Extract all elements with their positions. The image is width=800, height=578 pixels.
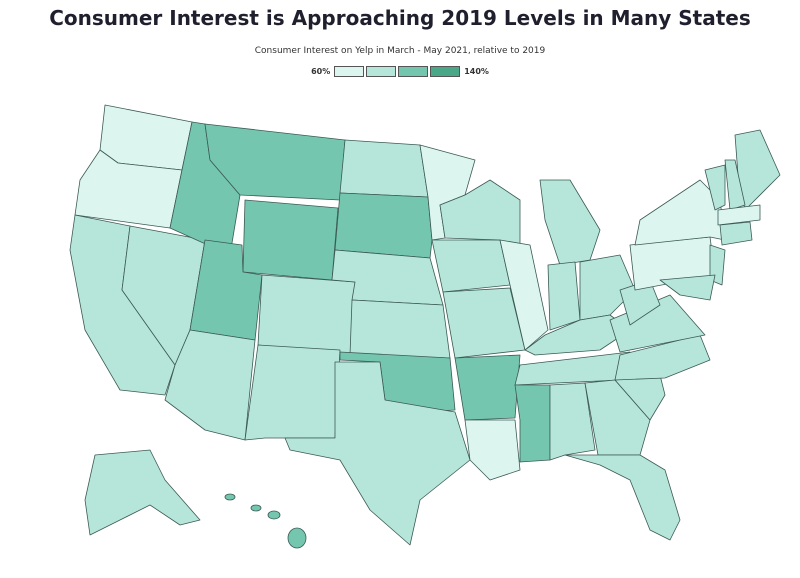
- state: [442, 287, 526, 359]
- state: [431, 239, 511, 293]
- state: [334, 192, 433, 259]
- state: [734, 129, 781, 211]
- legend-swatch: [366, 66, 397, 77]
- legend-swatch: [334, 66, 365, 77]
- legend: 60% 140%: [0, 66, 800, 77]
- state: [284, 361, 471, 546]
- state: [164, 329, 256, 441]
- legend-swatch: [430, 66, 461, 77]
- state: [499, 239, 549, 351]
- legend-max: 140%: [464, 67, 489, 76]
- state: [244, 344, 341, 441]
- state: [717, 204, 761, 226]
- legend-swatches: [334, 66, 461, 77]
- island: [224, 493, 236, 501]
- state: [549, 382, 596, 461]
- state: [724, 159, 746, 211]
- state: [204, 123, 346, 201]
- state: [584, 379, 651, 456]
- state: [514, 384, 551, 463]
- state: [454, 354, 521, 421]
- state: [349, 299, 451, 359]
- legend-swatch: [398, 66, 429, 77]
- state: [539, 179, 601, 266]
- legend-min: 60%: [311, 67, 331, 76]
- state: [704, 164, 726, 211]
- state: [547, 261, 581, 331]
- state: [579, 254, 636, 321]
- state: [659, 274, 716, 301]
- state: [564, 454, 681, 541]
- state: [339, 139, 429, 198]
- state: [464, 419, 521, 481]
- state: [719, 221, 753, 246]
- title: Consumer Interest is Approaching 2019 Le…: [49, 6, 751, 30]
- subtitle: Consumer Interest on Yelp in March - May…: [254, 46, 546, 56]
- island: [250, 504, 262, 512]
- state: [84, 449, 201, 536]
- island: [287, 527, 307, 549]
- island: [267, 510, 281, 520]
- state: [242, 199, 339, 281]
- state: [257, 274, 356, 356]
